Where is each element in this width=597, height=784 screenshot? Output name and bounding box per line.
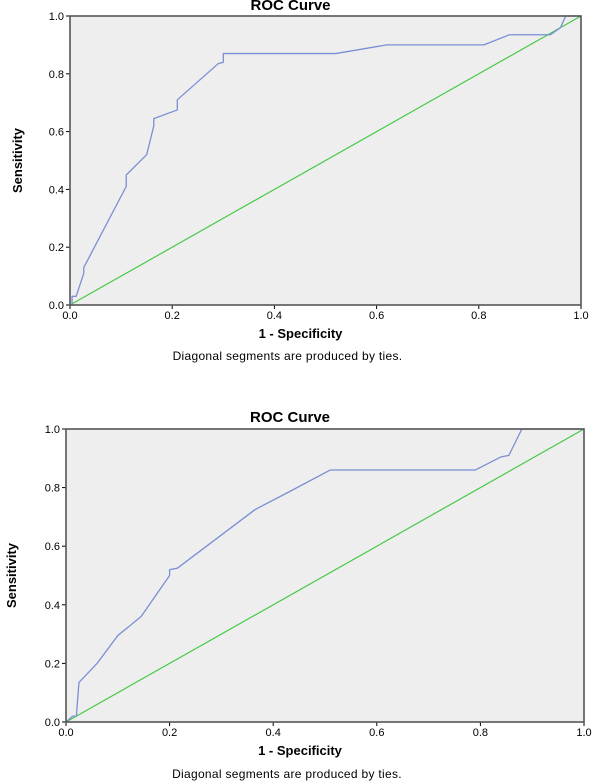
x-tick-label: 0.6 — [369, 310, 384, 322]
roc-chart-top: ROC Curve 0.0 0.2 0.4 0.6 0.8 1.0 0.0 0.2 0.4 0.6 0… — [10, 0, 589, 363]
footnote: Diagonal segments are produced by ties. — [172, 767, 402, 781]
chart-title: ROC Curve — [250, 0, 330, 14]
plot-frame — [69, 15, 582, 306]
reference-line — [65, 428, 585, 723]
x-tick-label: 1.0 — [573, 310, 588, 322]
x-axis-label: 1 - Specificity — [259, 326, 344, 341]
y-tick-label: 0.8 — [49, 69, 64, 81]
plot-frame — [65, 428, 585, 723]
x-tick-label: 0.0 — [62, 310, 77, 322]
x-tick-label: 0.0 — [58, 727, 73, 739]
y-tick-label: 1.0 — [45, 424, 60, 436]
x-tick-label: 0.4 — [266, 727, 281, 739]
y-tick-label: 1.0 — [49, 11, 64, 23]
y-axis-label: Sensitivity — [4, 542, 19, 608]
y-tick-label: 0.2 — [49, 242, 64, 254]
y-tick-label: 0.8 — [45, 483, 60, 495]
x-tick-label: 1.0 — [576, 727, 591, 739]
y-tick-label: 0.0 — [45, 717, 60, 729]
y-tick-label: 0.4 — [45, 600, 60, 612]
x-tick-label: 0.6 — [369, 727, 384, 739]
y-tick-label: 0.2 — [45, 658, 60, 670]
roc-chart-bottom: ROC Curve 0.0 0.2 0.4 0.6 0.8 1.0 0.0 0.2 0.4 0.6 0… — [4, 409, 592, 781]
x-tick-label: 0.4 — [267, 310, 282, 322]
x-tick-label: 0.2 — [162, 727, 177, 739]
y-tick-label: 0.6 — [49, 127, 64, 139]
roc-curve-line — [70, 15, 581, 306]
x-tick-label: 0.8 — [473, 727, 488, 739]
footnote: Diagonal segments are produced by ties. — [173, 349, 403, 363]
x-tick-label: 0.2 — [165, 310, 180, 322]
x-axis-label: 1 - Specificity — [258, 743, 343, 758]
chart-title: ROC Curve — [250, 409, 330, 426]
y-axis-label: Sensitivity — [10, 127, 25, 193]
x-tick-label: 0.8 — [471, 310, 486, 322]
y-tick-label: 0.4 — [49, 184, 64, 196]
y-tick-label: 0.6 — [45, 541, 60, 553]
y-tick-label: 0.0 — [49, 300, 64, 312]
roc-curve-line — [65, 428, 584, 723]
reference-line — [69, 15, 582, 306]
